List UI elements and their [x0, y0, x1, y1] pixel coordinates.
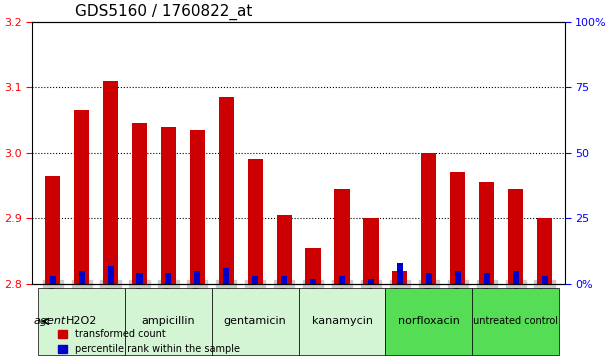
Bar: [219, 97, 234, 284]
Text: ampicillin: ampicillin: [142, 317, 196, 326]
Bar: [223, 268, 229, 284]
Bar: [247, 159, 263, 284]
Bar: [281, 276, 287, 284]
Text: gentamicin: gentamicin: [224, 317, 287, 326]
Bar: [426, 273, 432, 284]
Text: untreated control: untreated control: [473, 317, 558, 326]
Bar: [479, 182, 494, 284]
FancyBboxPatch shape: [299, 287, 386, 355]
Text: agent: agent: [34, 317, 66, 326]
Bar: [306, 248, 321, 284]
FancyBboxPatch shape: [38, 287, 125, 355]
Bar: [513, 271, 519, 284]
Bar: [79, 271, 85, 284]
Legend: transformed count, percentile rank within the sample: transformed count, percentile rank withi…: [54, 326, 244, 358]
Bar: [397, 263, 403, 284]
FancyBboxPatch shape: [212, 287, 299, 355]
Bar: [368, 279, 374, 284]
Text: GDS5160 / 1760822_at: GDS5160 / 1760822_at: [75, 4, 252, 20]
Bar: [334, 189, 349, 284]
FancyBboxPatch shape: [386, 287, 472, 355]
Bar: [537, 219, 552, 284]
Bar: [252, 276, 258, 284]
Bar: [450, 172, 466, 284]
FancyBboxPatch shape: [125, 287, 212, 355]
Bar: [194, 271, 200, 284]
FancyBboxPatch shape: [472, 287, 559, 355]
Bar: [136, 273, 142, 284]
Bar: [74, 110, 89, 284]
Bar: [484, 273, 489, 284]
Bar: [49, 276, 56, 284]
Bar: [108, 266, 114, 284]
Bar: [392, 271, 408, 284]
Bar: [161, 127, 176, 284]
Bar: [277, 215, 292, 284]
Bar: [508, 189, 523, 284]
Text: H2O2: H2O2: [66, 317, 97, 326]
Bar: [166, 273, 172, 284]
Text: norfloxacin: norfloxacin: [398, 317, 459, 326]
Text: kanamycin: kanamycin: [312, 317, 373, 326]
Bar: [310, 279, 316, 284]
Bar: [132, 123, 147, 284]
Bar: [541, 276, 547, 284]
Bar: [421, 153, 436, 284]
Bar: [45, 176, 60, 284]
Bar: [190, 130, 205, 284]
Bar: [339, 276, 345, 284]
Bar: [364, 219, 379, 284]
Bar: [455, 271, 461, 284]
Bar: [103, 81, 118, 284]
